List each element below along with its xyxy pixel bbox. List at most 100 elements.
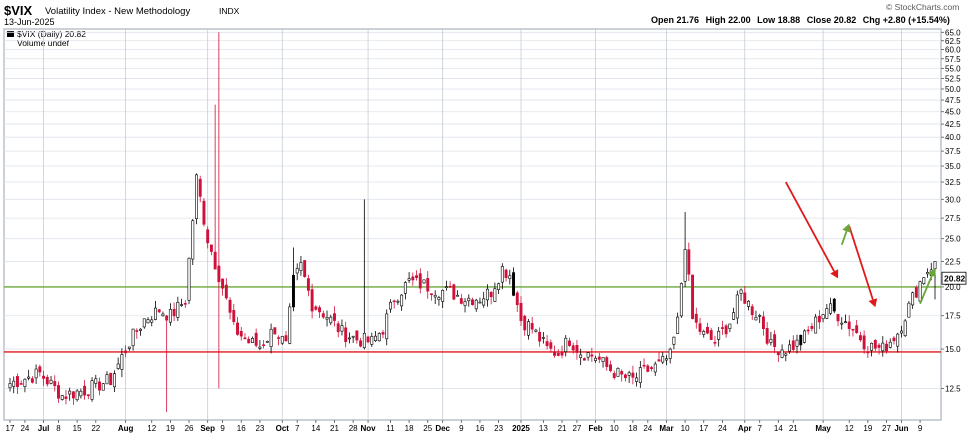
candle-body (683, 249, 687, 282)
candle-body (750, 306, 754, 316)
candle-body (27, 376, 31, 379)
candle-body (221, 278, 225, 289)
candle-body (172, 308, 176, 317)
candle-body (142, 318, 146, 328)
high-value: 22.00 (728, 15, 751, 25)
candle-body (873, 339, 877, 349)
x-tick-label: 18 (628, 424, 637, 433)
x-tick-label: Aug (118, 424, 134, 433)
candle-body (198, 178, 202, 197)
candle-body (657, 359, 661, 362)
candle-body (146, 319, 150, 324)
candle-body (60, 395, 64, 400)
candle-body (788, 344, 791, 352)
x-tick-label: 12 (147, 424, 156, 433)
candle-body (646, 365, 650, 372)
candle-body (926, 272, 929, 275)
y-tick-label: 27.5 (945, 214, 961, 223)
x-tick-label: 27 (882, 424, 891, 433)
candle-body (560, 352, 564, 356)
candle-body (359, 340, 363, 347)
y-tick-label: 57.5 (945, 55, 961, 64)
candle-body (776, 351, 780, 356)
candle-body (489, 291, 493, 298)
x-tick-label: 19 (166, 424, 175, 433)
candle-body (79, 390, 83, 397)
candle-body (661, 355, 665, 363)
x-tick-label: 16 (237, 424, 246, 433)
candle-body (463, 301, 467, 306)
x-tick-label: Dec (435, 424, 450, 433)
candle-body (724, 325, 728, 335)
candle-body (545, 341, 549, 347)
candle-body (474, 299, 478, 310)
candle-body (83, 385, 87, 396)
x-tick-label: Mar (659, 424, 673, 433)
arrow-shaft (840, 230, 848, 246)
candle-body (154, 307, 157, 320)
candle-body (366, 336, 370, 343)
x-tick-label: 26 (185, 424, 194, 433)
candle-body (840, 322, 844, 325)
close-value: 20.82 (834, 15, 857, 25)
candle-body (866, 351, 870, 354)
candle-body (825, 308, 829, 319)
candle-body (23, 378, 27, 387)
candle-body (213, 251, 217, 270)
candle-body (135, 330, 139, 332)
candle-body (605, 357, 609, 367)
candle-body (743, 292, 747, 304)
candle-body (504, 269, 508, 278)
candle-body (664, 358, 668, 361)
y-tick-label: 32.5 (945, 178, 961, 187)
candle-body (694, 313, 698, 323)
candle-body (821, 314, 825, 320)
candle-body (855, 325, 859, 334)
candle-body (892, 337, 896, 342)
arrow-head (842, 223, 851, 233)
candle-body (914, 287, 918, 298)
candle-body (388, 301, 392, 310)
last-value-label: 20.82 (944, 274, 966, 284)
x-tick-label: Jul (38, 424, 50, 433)
candle-body (430, 293, 433, 296)
x-tick-label: Nov (361, 424, 377, 433)
candle-body (247, 338, 251, 344)
candle-body (19, 383, 23, 385)
x-tick-label: 9 (459, 424, 464, 433)
arrow-head (830, 269, 839, 279)
candle-body (601, 357, 605, 363)
candle-body (679, 283, 683, 317)
candle-body (817, 315, 821, 323)
candle-body (116, 363, 120, 369)
candle-body (228, 299, 232, 313)
x-tick-label: 17 (699, 424, 708, 433)
candle-body (86, 394, 90, 396)
x-tick-label: 19 (863, 424, 872, 433)
candle-body (94, 378, 98, 384)
candle-body (168, 309, 172, 323)
y-tick-label: 62.5 (945, 37, 961, 46)
candle-body (758, 315, 762, 317)
candle-body (702, 331, 706, 335)
candle-body (456, 294, 460, 297)
candle-body (523, 315, 527, 331)
candle-body (706, 326, 709, 334)
candle-body (101, 383, 105, 391)
candle-body (318, 307, 322, 313)
x-tick-label: 21 (558, 424, 567, 433)
candle-body (8, 383, 12, 389)
candle-body (713, 341, 717, 344)
candle-body (12, 380, 16, 387)
x-tick-label: 27 (572, 424, 581, 433)
y-tick-label: 35.0 (945, 162, 961, 171)
candle-body (582, 358, 586, 361)
y-tick-label: 45.0 (945, 108, 961, 117)
candle-body (34, 368, 38, 379)
candle-body (698, 323, 702, 332)
candle-body (183, 303, 187, 305)
candle-body (802, 330, 806, 343)
candle-body (57, 385, 60, 399)
candle-body (325, 317, 329, 320)
candle-body (911, 292, 915, 306)
